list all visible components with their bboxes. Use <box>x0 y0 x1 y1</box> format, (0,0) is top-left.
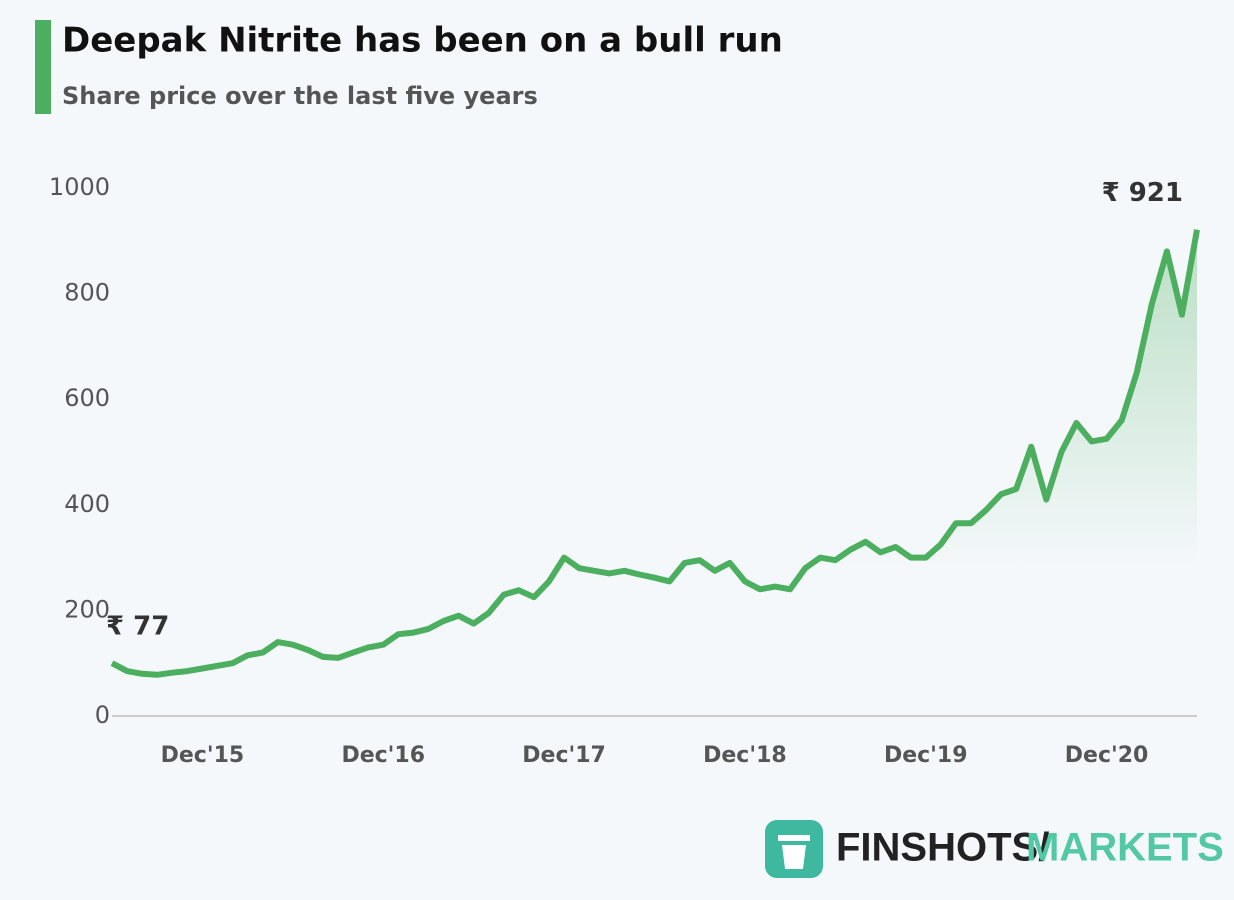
logo-glyph <box>778 835 810 869</box>
brand-section: MARKETS <box>1026 826 1224 870</box>
title-accent <box>35 20 51 114</box>
y-tick-label: 0 <box>95 701 110 729</box>
y-tick-label: 800 <box>64 279 110 307</box>
x-tick-label: Dec'16 <box>341 743 425 768</box>
x-tick-label: Dec'17 <box>522 743 606 768</box>
chart-subtitle: Share price over the last five years <box>62 82 538 110</box>
x-tick-label: Dec'20 <box>1065 743 1149 768</box>
y-tick-label: 600 <box>64 384 110 412</box>
price-line <box>110 229 1200 678</box>
area <box>112 229 1197 716</box>
y-tick-label: 1000 <box>49 173 110 201</box>
x-tick-label: Dec'19 <box>884 743 968 768</box>
brand-name: FINSHOTS/ <box>836 826 1049 870</box>
x-tick-label: Dec'18 <box>703 743 787 768</box>
chart-title: Deepak Nitrite has been on a bull run <box>62 21 783 61</box>
x-tick-label: Dec'15 <box>161 743 245 768</box>
start-annotation: ₹ 77 <box>106 612 169 642</box>
y-tick-label: 400 <box>64 490 110 518</box>
y-tick-label: 200 <box>64 595 110 623</box>
logo: FINSHOTS/ MARKETS <box>765 820 1224 878</box>
end-annotation: ₹ 921 <box>1102 178 1183 208</box>
